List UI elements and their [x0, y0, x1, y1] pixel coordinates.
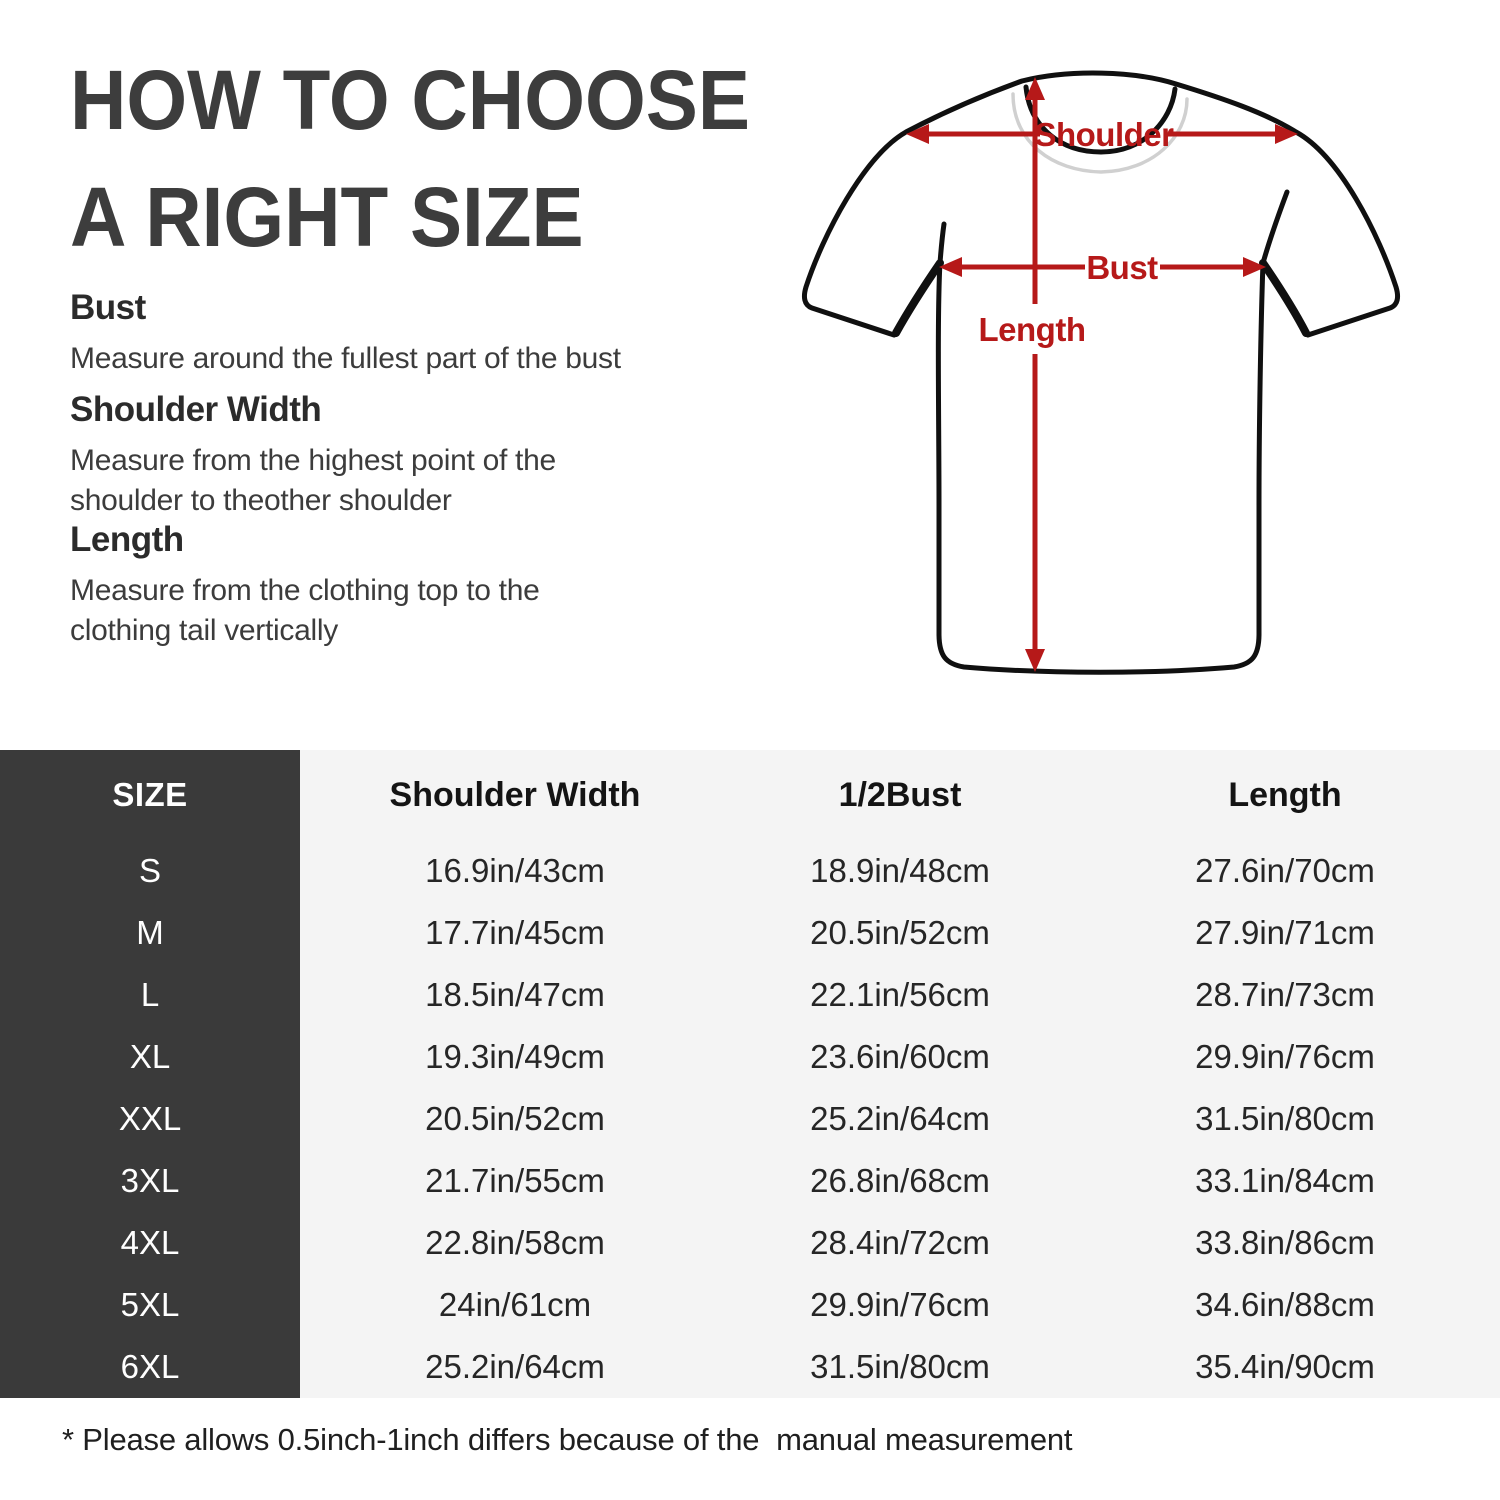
half-bust-6xl: 31.5in/80cm: [810, 1348, 990, 1385]
shoulder-width-m: 17.7in/45cm: [425, 914, 605, 951]
tshirt-outline: [801, 70, 1401, 675]
instruction-shoulder-width: Shoulder Width Measure from the highest …: [70, 390, 710, 521]
half-bust-xl: 23.6in/60cm: [810, 1038, 990, 1075]
half-bust-xxl: 25.2in/64cm: [810, 1100, 990, 1137]
length-5xl: 34.6in/88cm: [1195, 1286, 1375, 1323]
instruction-bust: Bust Measure around the fullest part of …: [70, 288, 710, 379]
shoulder-width-3xl: 21.7in/55cm: [425, 1162, 605, 1199]
shoulder-width-xl: 19.3in/49cm: [425, 1038, 605, 1075]
instruction-length: Length Measure from the clothing top to …: [70, 520, 710, 651]
page-title: HOW TO CHOOSE A RIGHT SIZE: [70, 42, 750, 276]
length-4xl: 33.8in/86cm: [1195, 1224, 1375, 1261]
shoulder-width-l: 18.5in/47cm: [425, 976, 605, 1013]
size-label-xxl: XXL: [118, 1100, 182, 1137]
column-header-size: SIZE: [112, 776, 188, 813]
size-label-3xl: 3XL: [120, 1162, 180, 1199]
length-xxl: 31.5in/80cm: [1195, 1100, 1375, 1137]
shoulder-width-5xl: 24in/61cm: [438, 1286, 592, 1323]
length-arrow-label: Length: [979, 311, 1086, 348]
half-bust-l: 22.1in/56cm: [810, 976, 990, 1013]
size-label-l: L: [140, 976, 160, 1013]
left-underarm-seam: [892, 259, 944, 337]
size-column-background: [0, 750, 300, 1398]
shoulder-width-4xl: 22.8in/58cm: [425, 1224, 605, 1261]
size-label-xl: XL: [129, 1038, 171, 1075]
shoulder-width-s: 16.9in/43cm: [425, 852, 605, 889]
size-label-s: S: [138, 852, 161, 889]
bust-arrowhead-left: [939, 257, 962, 277]
shoulder-arrowhead-right: [1275, 124, 1298, 144]
size-label-4xl: 4XL: [120, 1224, 180, 1261]
size-label-6xl: 6XL: [120, 1348, 180, 1385]
shoulder-width-xxl: 20.5in/52cm: [425, 1100, 605, 1137]
left-sleeve-inner-seam: [937, 221, 947, 266]
bust-arrowhead-right: [1243, 257, 1266, 277]
instruction-bust-description: Measure around the fullest part of the b…: [70, 342, 621, 375]
shoulder-arrow-label: Shoulder: [1034, 116, 1174, 153]
instruction-shoulder-width-description: Measure from the highest point of the sh…: [70, 444, 556, 517]
length-m: 27.9in/71cm: [1195, 914, 1375, 951]
length-6xl: 35.4in/90cm: [1195, 1348, 1375, 1385]
right-underarm-seam: [1259, 259, 1310, 337]
length-l: 28.7in/73cm: [1195, 976, 1375, 1013]
size-table-grid: SIZE Shoulder Width 1/2Bust Length S 16.…: [0, 750, 1500, 1398]
shoulder-width-6xl: 25.2in/64cm: [425, 1348, 605, 1385]
measurement-disclaimer: * Please allows 0.5inch-1inch differs be…: [62, 1422, 1073, 1457]
half-bust-m: 20.5in/52cm: [810, 914, 990, 951]
column-header-length: Length: [1228, 775, 1342, 814]
length-xl: 29.9in/76cm: [1195, 1038, 1375, 1075]
half-bust-5xl: 29.9in/76cm: [810, 1286, 990, 1323]
length-s: 27.6in/70cm: [1195, 852, 1375, 889]
length-3xl: 33.1in/84cm: [1195, 1162, 1375, 1199]
length-arrowhead-top: [1025, 77, 1045, 100]
half-bust-3xl: 26.8in/68cm: [810, 1162, 990, 1199]
instruction-bust-heading: Bust: [70, 288, 146, 327]
bust-arrow-label: Bust: [1086, 249, 1158, 286]
size-label-5xl: 5XL: [120, 1286, 180, 1323]
column-header-shoulder-width: Shoulder Width: [389, 775, 641, 814]
instruction-length-description: Measure from the clothing top to the clo…: [70, 574, 540, 647]
half-bust-4xl: 28.4in/72cm: [810, 1224, 990, 1261]
size-table: SIZE Shoulder Width 1/2Bust Length S 16.…: [0, 750, 1500, 1398]
page-title-line2: A RIGHT SIZE: [70, 170, 584, 264]
instruction-length-heading: Length: [70, 520, 184, 559]
right-sleeve-inner-seam: [1260, 189, 1290, 266]
page-title-line1: HOW TO CHOOSE: [70, 53, 750, 147]
half-bust-s: 18.9in/48cm: [810, 852, 990, 889]
column-header-half-bust: 1/2Bust: [838, 775, 962, 814]
length-arrowhead-bottom: [1025, 649, 1045, 672]
shoulder-arrowhead-left: [906, 124, 929, 144]
size-label-m: M: [136, 914, 164, 951]
instruction-shoulder-width-heading: Shoulder Width: [70, 390, 322, 429]
